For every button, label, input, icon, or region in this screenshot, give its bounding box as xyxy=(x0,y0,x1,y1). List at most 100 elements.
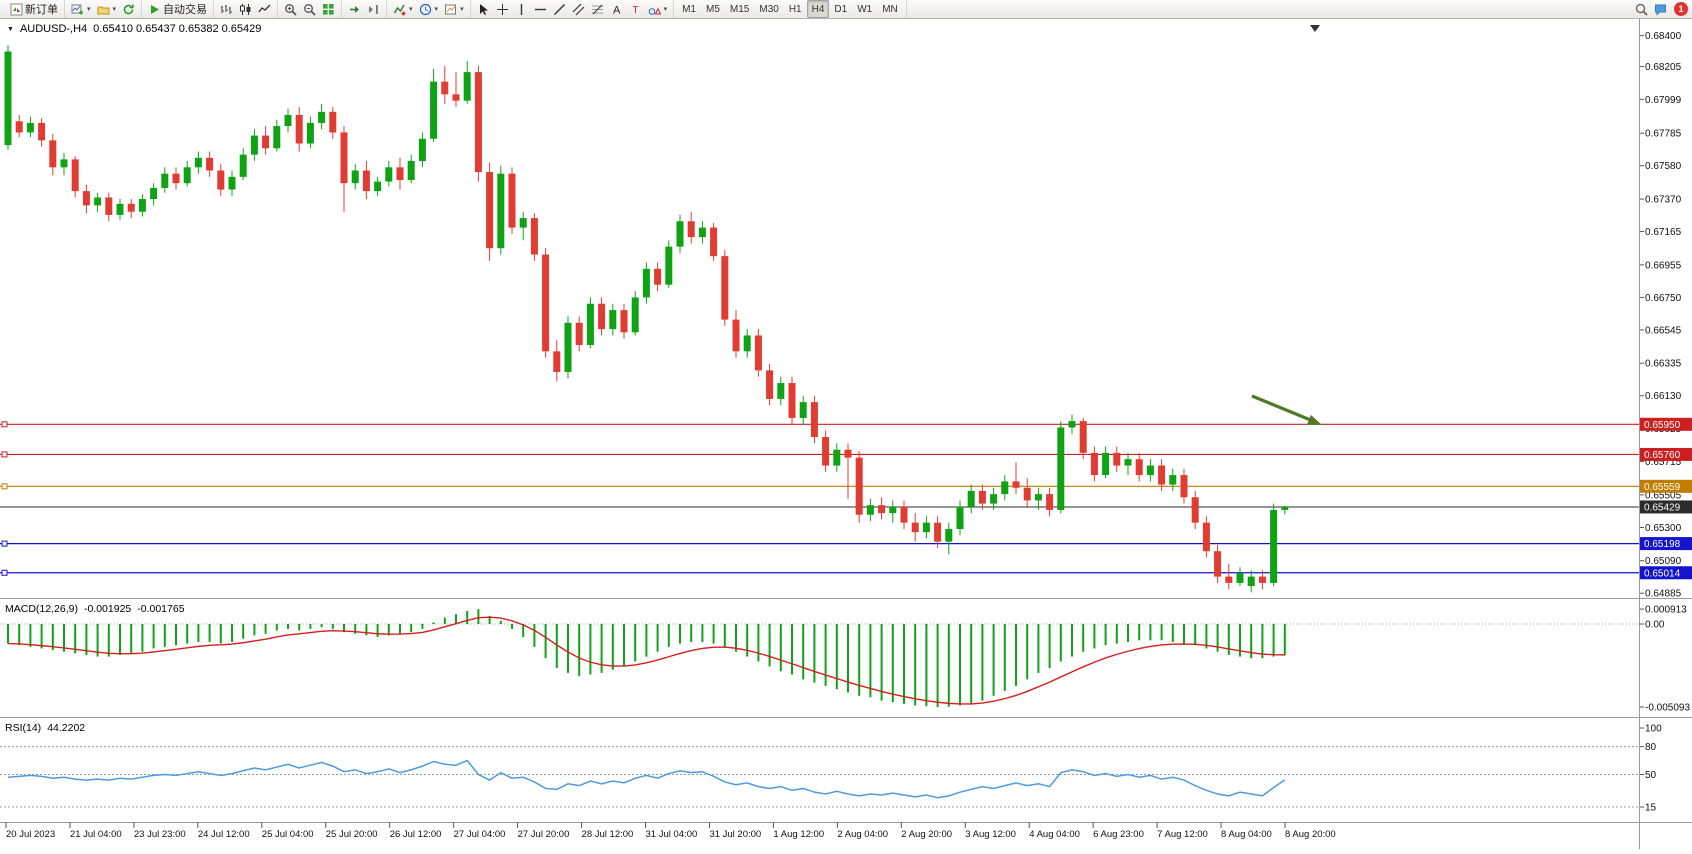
time-axis-label: 20 Jul 2023 xyxy=(6,829,55,840)
macd-histogram xyxy=(7,609,1286,707)
crosshair-button[interactable] xyxy=(493,0,512,18)
candle-body xyxy=(1135,459,1143,476)
auto-scroll-button[interactable] xyxy=(345,0,364,18)
price-tick-label: 0.66130 xyxy=(1645,391,1682,402)
timeframe-mn[interactable]: MN xyxy=(882,3,898,15)
chat-button[interactable] xyxy=(1651,0,1670,18)
candle-body xyxy=(687,221,695,238)
price-tick-label: 0.67999 xyxy=(1645,95,1682,106)
price-tick-label: 0.64885 xyxy=(1645,589,1682,600)
candle-body xyxy=(407,160,415,181)
candle-body xyxy=(273,126,281,149)
price-chart-svg[interactable]: 0.68400 0.68205 0.67999 0.67785 0.67580 0.673… xyxy=(0,19,1692,849)
channel-icon xyxy=(572,3,585,16)
profiles-button[interactable]: ▾ xyxy=(94,0,120,18)
shapes-icon xyxy=(648,3,661,16)
new-chart-button[interactable]: ▾ xyxy=(68,0,94,18)
timeframe-d1[interactable]: D1 xyxy=(834,3,848,15)
svg-text:0.65559: 0.65559 xyxy=(1644,482,1681,493)
refresh-button[interactable] xyxy=(119,0,138,18)
candle-body xyxy=(508,173,516,228)
chart-shift-marker[interactable] xyxy=(1310,25,1320,32)
line-anchor-handle[interactable] xyxy=(1,451,8,458)
candle-body xyxy=(71,159,79,192)
candle-body xyxy=(542,254,550,352)
candle-body xyxy=(889,506,897,514)
candle-body xyxy=(866,505,874,515)
candle-body xyxy=(922,522,930,533)
periods-button[interactable]: ▾ xyxy=(416,0,442,18)
toolbar-group: 自动交易 xyxy=(142,0,215,18)
arrow-annotation[interactable] xyxy=(1251,394,1322,425)
macd-signal-value: -0.001765 xyxy=(137,603,185,615)
line-anchor-handle[interactable] xyxy=(1,483,8,490)
text-button[interactable]: A xyxy=(607,0,626,18)
candle-body xyxy=(844,449,852,458)
chart-plus-icon xyxy=(71,3,84,16)
bar-chart-button[interactable] xyxy=(217,0,236,18)
candle-body xyxy=(1225,576,1233,583)
svg-text:0.65760: 0.65760 xyxy=(1644,450,1681,461)
vline-icon xyxy=(515,3,528,16)
candle-body xyxy=(1191,497,1199,523)
line-anchor-handle[interactable] xyxy=(1,540,8,547)
chevron-down-icon: ▾ xyxy=(112,6,117,13)
hline-button[interactable] xyxy=(531,0,550,18)
chart-window[interactable]: 0.68400 0.68205 0.67999 0.67785 0.67580 0.673… xyxy=(0,19,1692,849)
cursor-button[interactable] xyxy=(474,0,493,18)
line-anchor-handle[interactable] xyxy=(1,569,8,576)
candle-body xyxy=(105,197,113,215)
timeframe-w1[interactable]: W1 xyxy=(857,3,873,15)
vline-button[interactable] xyxy=(512,0,531,18)
indicators-button[interactable]: ▾ xyxy=(390,0,416,18)
time-axis[interactable]: 20 Jul 2023 21 Jul 04:00 23 Jul 23:00 24 Ju… xyxy=(5,822,1336,841)
candle-body xyxy=(172,173,180,184)
candle-body xyxy=(620,310,628,333)
line-anchor-handle[interactable] xyxy=(1,421,8,428)
level-price-tag: 0.65014 xyxy=(1640,566,1692,580)
line-chart-button[interactable] xyxy=(255,0,274,18)
symbol-dropdown-icon[interactable]: ▼ xyxy=(7,25,14,33)
timeframe-m15[interactable]: M15 xyxy=(729,3,750,15)
candle-body xyxy=(1169,475,1177,485)
trendline-button[interactable] xyxy=(550,0,569,18)
new-order-button[interactable]: 新订单 xyxy=(7,0,61,18)
price-scale[interactable]: 0.68400 0.68205 0.67999 0.67785 0.67580 0.673… xyxy=(1640,31,1682,600)
candle-body xyxy=(194,157,202,168)
candle-body xyxy=(710,227,718,257)
price-tick-label: 0.68400 xyxy=(1645,31,1682,42)
timeframe-m1[interactable]: M1 xyxy=(682,3,696,15)
channel-button[interactable] xyxy=(569,0,588,18)
time-axis-label: 7 Aug 12:00 xyxy=(1157,829,1208,840)
templates-button[interactable]: ▾ xyxy=(441,0,467,18)
chat-icon xyxy=(1654,3,1667,16)
fibonacci-button[interactable] xyxy=(588,0,607,18)
tile-windows-button[interactable] xyxy=(319,0,338,18)
auto-trading-button[interactable]: 自动交易 xyxy=(145,0,210,18)
chart-shift-button[interactable] xyxy=(364,0,383,18)
level-lines xyxy=(0,421,1639,576)
rsi-indicator-label: RSI(14) 44.2202 xyxy=(5,722,85,734)
candle-body xyxy=(228,176,236,190)
zoom-out-button[interactable] xyxy=(300,0,319,18)
timeframe-m5[interactable]: M5 xyxy=(706,3,720,15)
price-tick-label: 0.65505 xyxy=(1645,490,1682,501)
price-tick-label: 0.66545 xyxy=(1645,325,1682,336)
candle-body xyxy=(441,81,449,95)
timeframe-h1[interactable]: H1 xyxy=(788,3,802,15)
level-price-tag: 0.65198 xyxy=(1640,537,1692,551)
search-button[interactable] xyxy=(1632,0,1651,18)
candle-body xyxy=(60,159,68,168)
timeframe-h4[interactable]: H4 xyxy=(806,0,830,18)
refresh-icon xyxy=(122,3,135,16)
zoom-in-button[interactable] xyxy=(281,0,300,18)
candle-body xyxy=(150,187,158,200)
chevron-down-icon: ▾ xyxy=(460,6,464,13)
shapes-button[interactable]: ▾ xyxy=(645,0,671,18)
candle-chart-button[interactable] xyxy=(236,0,255,18)
notification-badge[interactable]: 1 xyxy=(1674,2,1688,16)
timeframe-m30[interactable]: M30 xyxy=(759,3,779,15)
label-button[interactable]: T xyxy=(626,0,645,18)
candle-body xyxy=(799,402,807,418)
candle-body xyxy=(878,505,886,514)
